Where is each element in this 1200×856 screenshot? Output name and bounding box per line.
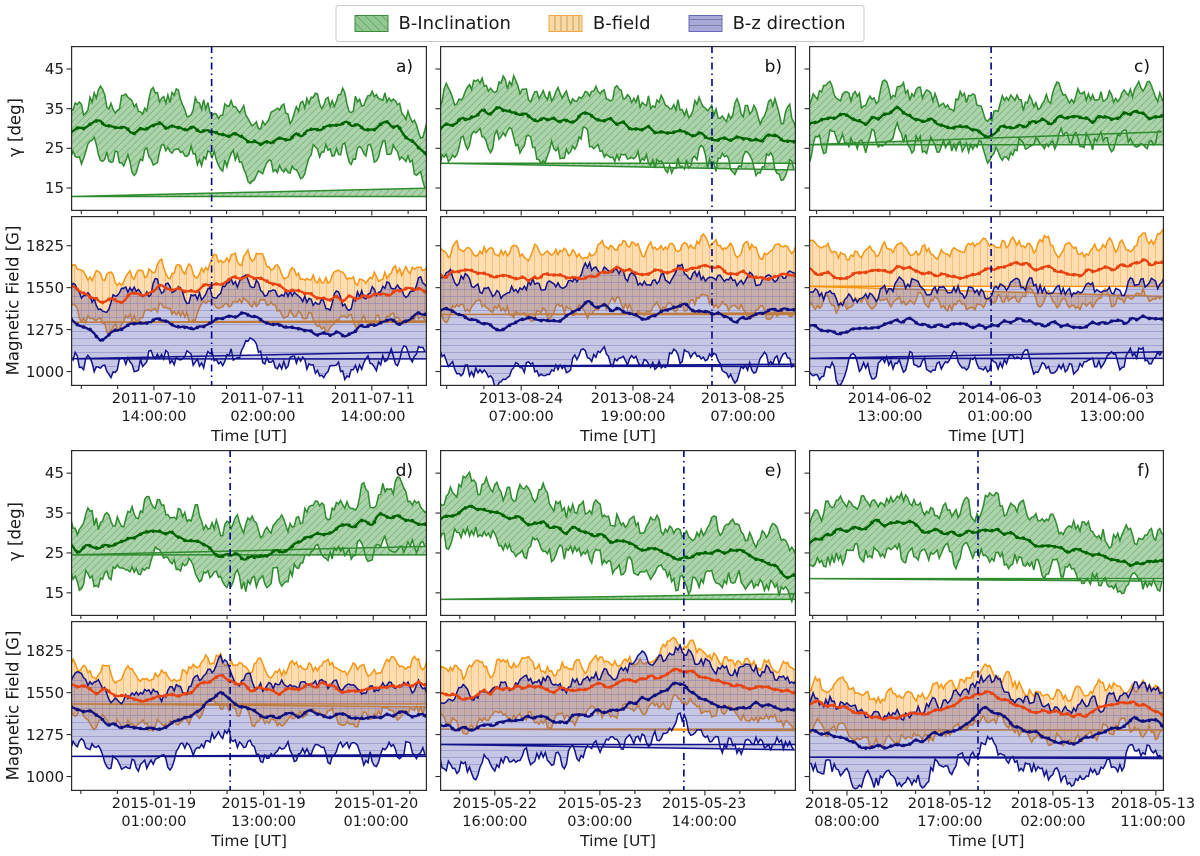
panel-letter: a)	[396, 57, 413, 77]
inclination-swatch-icon	[354, 15, 389, 32]
x-tick-label: 2018-05-13 02:00:00	[1010, 796, 1096, 830]
legend-item-inclination: B-Inclination	[354, 13, 511, 34]
panel-f-field-plot	[804, 621, 1164, 796]
y-tick-label: 45	[44, 464, 64, 483]
x-tick-label: 2018-05-12 17:00:00	[907, 796, 993, 830]
x-tick-label: 2011-07-11 02:00:00	[220, 391, 306, 425]
x-axis-title: Time [UT]	[948, 427, 1025, 445]
y-tick-label: 1275	[25, 320, 64, 339]
y-tick-label: 25	[44, 543, 64, 562]
bz-swatch-icon	[688, 15, 723, 32]
x-tick-label: 2011-07-11 14:00:00	[330, 391, 416, 425]
x-tick-label: 2014-06-03 01:00:00	[957, 391, 1043, 425]
legend-item-bz: B-z direction	[688, 13, 846, 34]
x-tick-label: 2015-01-19 13:00:00	[221, 796, 306, 830]
y-tick-label: 35	[44, 504, 64, 523]
panel-d-inclination-plot: d)	[66, 450, 427, 621]
x-tick-label: 2015-01-19 01:00:00	[111, 796, 197, 830]
x-tick-label: 2015-01-20 01:00:00	[333, 796, 419, 830]
y-tick-label: 1825	[25, 641, 64, 660]
y-tick-label: 1000	[25, 767, 64, 786]
panel-d-field-plot	[66, 621, 427, 796]
panel-f-inclination-plot: f)	[804, 450, 1164, 621]
x-tick-label: 2018-05-12 08:00:00	[804, 796, 890, 830]
x-tick-label: 2015-05-22 16:00:00	[452, 796, 537, 830]
panel-letter: c)	[1134, 57, 1150, 77]
x-axis-title: Time [UT]	[948, 832, 1025, 850]
legend-item-bfield: B-field	[548, 13, 651, 34]
panel-letter: b)	[765, 57, 782, 77]
x-tick-label: 2014-06-03 13:00:00	[1070, 391, 1155, 425]
y-tick-label: 35	[44, 99, 64, 118]
y-tick-label: 25	[44, 139, 64, 158]
x-tick-label: 2015-05-23 14:00:00	[662, 796, 747, 830]
x-axis-title: Time [UT]	[580, 832, 656, 850]
x-axis-title: Time [UT]	[211, 427, 287, 445]
y-tick-label: 1550	[25, 278, 64, 297]
x-axis-title: Time [UT]	[211, 832, 287, 850]
y-tick-label: 45	[44, 60, 64, 78]
y-tick-label: 15	[44, 583, 64, 602]
legend-label: B-field	[592, 13, 651, 34]
x-tick-label: 2014-06-02 13:00:00	[847, 391, 933, 425]
y-tick-label: 1550	[25, 683, 64, 702]
panel-letter: f)	[1137, 461, 1150, 481]
y-tick-label: 1825	[25, 236, 64, 255]
x-tick-label: 2011-07-10 14:00:00	[111, 391, 197, 425]
x-tick-label: 2013-08-24 07:00:00	[479, 391, 564, 425]
y-tick-label: 1000	[25, 362, 64, 381]
legend-label: B-Inclination	[398, 13, 511, 34]
panel-letter: e)	[765, 461, 782, 481]
x-tick-label: 2018-05-13 11:00:00	[1110, 796, 1196, 830]
legend: B-Inclination B-field B-z direction	[335, 5, 865, 42]
panel-e-inclination-plot: e)	[435, 450, 796, 621]
legend-label: B-z direction	[732, 13, 846, 34]
x-tick-label: 2013-08-25 07:00:00	[700, 391, 786, 425]
panel-e-field-plot	[435, 621, 796, 796]
panel-b-field-plot	[435, 216, 796, 391]
panel-c-field-plot	[804, 216, 1164, 391]
x-tick-label: 2015-05-23 03:00:00	[557, 796, 642, 830]
panel-c-inclination-plot: c)	[804, 46, 1164, 216]
panel-a-field-plot	[66, 216, 427, 391]
panel-a-inclination-plot: a)	[66, 46, 427, 216]
x-axis-title: Time [UT]	[580, 427, 656, 445]
panel-letter: d)	[396, 461, 413, 481]
y-tick-label: 1275	[25, 725, 64, 744]
x-tick-label: 2013-08-24 19:00:00	[590, 391, 676, 425]
y-tick-label: 15	[44, 178, 64, 197]
panel-b-inclination-plot: b)	[435, 46, 796, 216]
bfield-swatch-icon	[548, 15, 583, 32]
